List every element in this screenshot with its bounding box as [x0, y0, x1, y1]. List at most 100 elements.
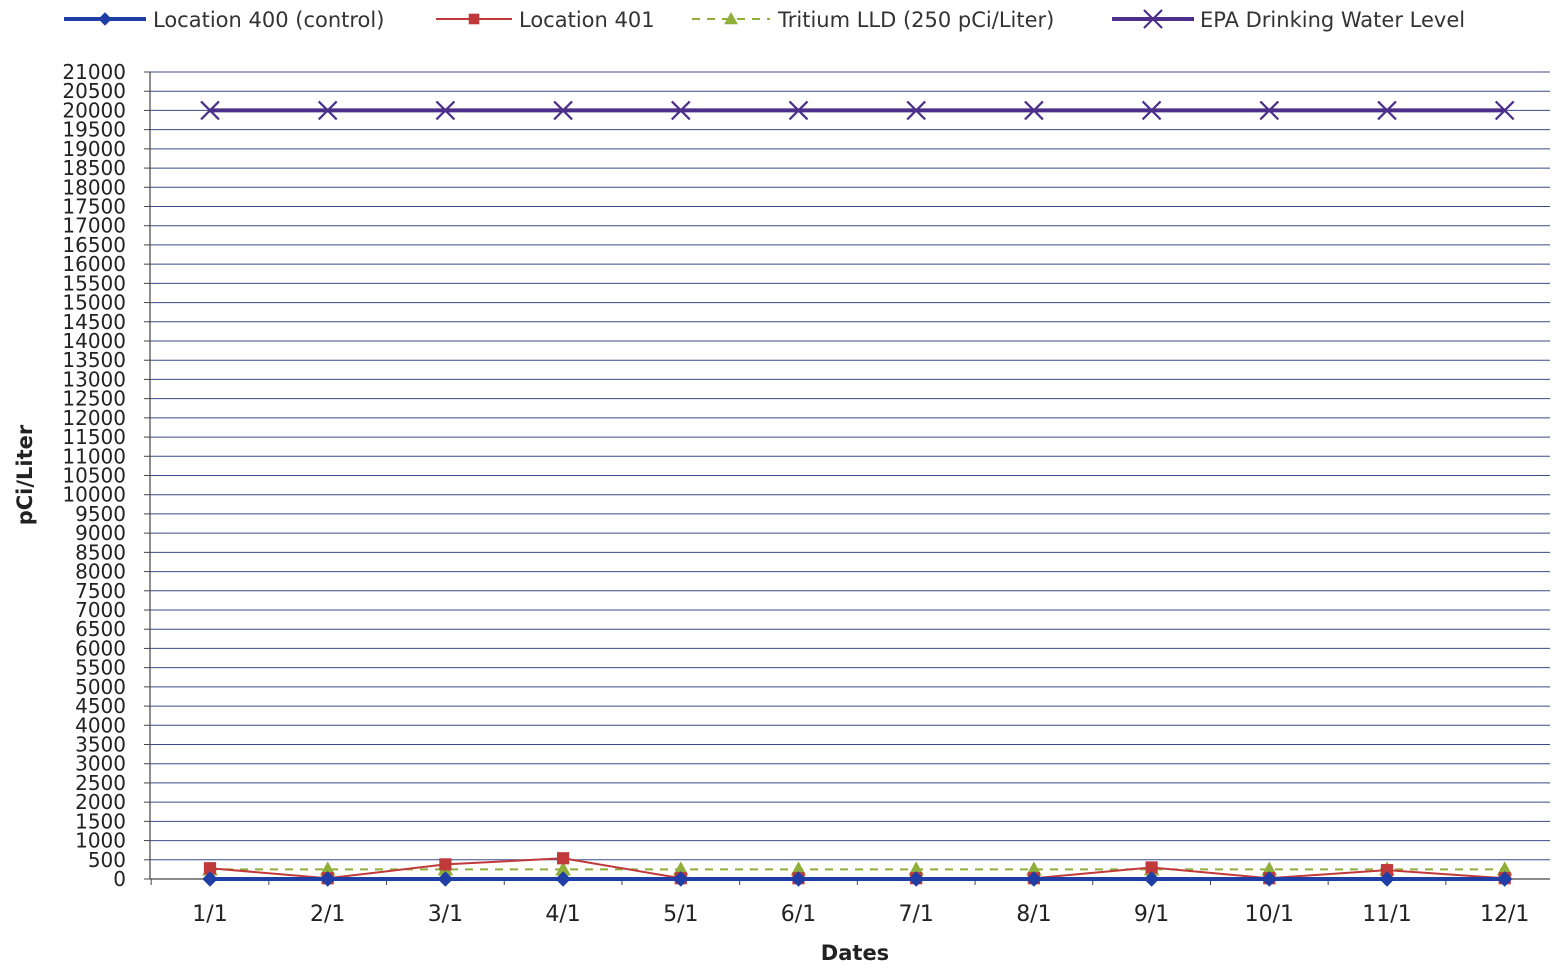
x-tick-label: 6/1: [781, 902, 816, 927]
y-tick-label: 1000: [75, 829, 126, 853]
data-point: [1024, 100, 1044, 121]
data-point: [1143, 871, 1160, 887]
y-tick-label: 5500: [75, 656, 126, 680]
y-tick-label: 20500: [62, 79, 126, 103]
x-axis-title: Dates: [821, 941, 889, 965]
data-point: [1026, 871, 1042, 887]
data-point: [98, 12, 112, 26]
data-point: [671, 100, 691, 121]
series-lines: [200, 100, 1515, 887]
data-point: [1141, 100, 1162, 121]
y-tick-label: 16500: [62, 233, 126, 257]
y-tick-label: 500: [88, 848, 126, 872]
data-point: [673, 871, 689, 887]
x-tick-label: 2/1: [310, 902, 345, 927]
legend-item: Location 400 (control): [64, 8, 384, 32]
y-tick-label: 10000: [62, 483, 126, 507]
y-tick-label: 11000: [62, 444, 126, 468]
x-tick-label: 9/1: [1134, 902, 1169, 927]
data-point: [1261, 871, 1278, 887]
data-point: [200, 100, 220, 121]
y-tick-label: 9500: [75, 502, 126, 526]
y-tick-label: 1500: [75, 809, 126, 833]
series-2: [202, 861, 1513, 876]
series-0: [202, 871, 1513, 887]
x-tick-label: 3/1: [428, 902, 463, 927]
legend-label: Location 400 (control): [153, 8, 384, 32]
data-point: [435, 100, 456, 121]
data-point: [555, 871, 571, 887]
legend-item: EPA Drinking Water Level: [1112, 8, 1465, 32]
y-tick-label: 21000: [62, 60, 126, 84]
data-point: [468, 13, 480, 25]
x-tick-label: 11/1: [1362, 902, 1411, 927]
legend-label: Location 401: [519, 8, 655, 32]
legend-label: EPA Drinking Water Level: [1200, 8, 1465, 32]
y-tick-label: 19500: [62, 118, 126, 142]
series-line: [209, 857, 1505, 880]
y-tick-label: 15500: [62, 271, 126, 295]
data-point: [202, 871, 218, 887]
y-tick-label: 13500: [62, 348, 126, 372]
y-tick-label: 14500: [62, 310, 126, 334]
data-point: [1494, 100, 1515, 121]
y-tick-label: 10500: [62, 464, 126, 488]
y-axis-title: pCi/Liter: [13, 424, 37, 525]
y-tick-label: 4500: [75, 694, 126, 718]
data-point: [1377, 100, 1397, 121]
x-tick-labels: 1/1 2/1 3/1 4/1 5/1 6/1 7/1 8/1 9/1 10/1 11/1 12/1: [192, 902, 1529, 927]
data-point: [319, 871, 336, 887]
y-tick-label: 11500: [62, 425, 126, 449]
y-tick-label: 19000: [62, 137, 126, 161]
data-point: [724, 11, 738, 25]
series-3: [200, 100, 1515, 121]
y-tick-label: 2000: [75, 790, 126, 814]
y-tick-label: 14000: [62, 329, 126, 353]
data-point: [437, 871, 454, 887]
x-tick-label: 12/1: [1480, 902, 1529, 927]
y-tick-label: 8000: [75, 560, 126, 584]
y-tick-label: 6500: [75, 617, 126, 641]
x-tick-label: 1/1: [192, 902, 227, 927]
y-tick-label: 7500: [75, 579, 126, 603]
y-tick-label: 3000: [75, 752, 126, 776]
y-tick-label: 7000: [75, 598, 126, 622]
x-tick-label: 8/1: [1016, 902, 1051, 927]
data-point: [790, 871, 807, 887]
data-point: [788, 100, 809, 121]
data-point: [557, 852, 570, 865]
legend-item: Tritium LLD (250 pCi/Liter): [692, 8, 1054, 32]
y-tick-label: 2500: [75, 771, 126, 795]
y-tick-label: 0: [113, 867, 126, 891]
axes: [144, 71, 1550, 885]
y-tick-label: 20000: [62, 98, 126, 122]
y-tick-label: 16000: [62, 252, 126, 276]
y-tick-label: 15000: [62, 291, 126, 315]
data-point: [908, 871, 924, 887]
data-point: [906, 100, 926, 121]
y-tick-label: 9000: [75, 521, 126, 545]
y-tick-label: 5000: [75, 675, 126, 699]
y-tick-label: 12000: [62, 406, 126, 430]
y-tick-label: 17000: [62, 214, 126, 238]
y-tick-label: 6000: [75, 636, 126, 660]
data-point: [1259, 100, 1280, 121]
x-tick-label: 5/1: [663, 902, 698, 927]
x-tick-label: 7/1: [898, 902, 933, 927]
data-point: [1143, 9, 1163, 29]
x-tick-label: 4/1: [545, 902, 580, 927]
y-tick-label: 4000: [75, 713, 126, 737]
data-point: [1496, 871, 1513, 887]
legend: Location 400 (control) Location 401 Tritiu…: [64, 8, 1465, 32]
y-tick-label: 17500: [62, 195, 126, 219]
x-tick-label: 10/1: [1245, 902, 1294, 927]
y-tick-labels: 0500100015002000250030003500400045005000…: [62, 60, 126, 891]
y-tick-label: 12500: [62, 387, 126, 411]
legend-label: Tritium LLD (250 pCi/Liter): [777, 8, 1054, 32]
y-tick-label: 3500: [75, 733, 126, 757]
y-tick-label: 18500: [62, 156, 126, 180]
y-tick-label: 13000: [62, 367, 126, 391]
data-point: [439, 858, 452, 871]
